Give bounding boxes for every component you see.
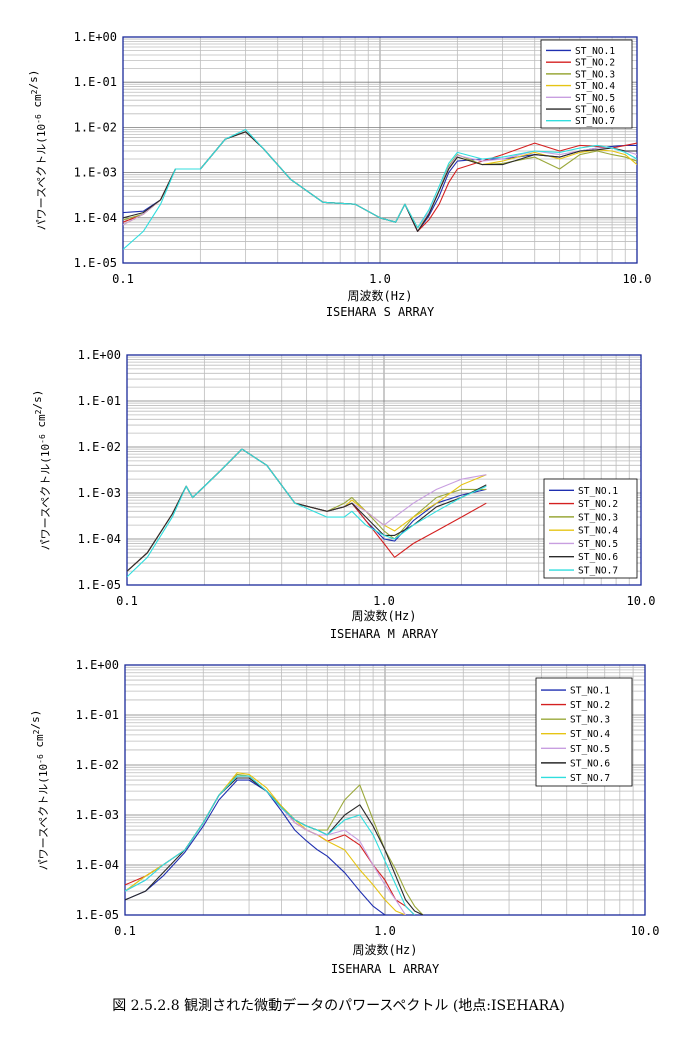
x-tick-label: 10.0 bbox=[631, 924, 660, 938]
y-axis-label: パワースペクトル(10-6 cm2/s) bbox=[31, 390, 52, 551]
y-tick-label: 1.E-03 bbox=[74, 166, 117, 180]
y-tick-label: 1.E-02 bbox=[76, 758, 119, 772]
series-group bbox=[123, 128, 637, 250]
x-tick-label: 10.0 bbox=[623, 272, 652, 286]
x-tick-label: 0.1 bbox=[116, 594, 138, 608]
legend-label: ST_NO.2 bbox=[575, 58, 615, 69]
y-tick-label: 1.E-04 bbox=[74, 211, 117, 225]
legend-label: ST_NO.7 bbox=[575, 116, 615, 127]
plot-frame bbox=[126, 354, 642, 586]
legend-label: ST_NO.7 bbox=[570, 773, 610, 784]
x-tick-label: 1.0 bbox=[374, 924, 396, 938]
chart-title: ISEHARA M ARRAY bbox=[330, 627, 439, 641]
plot-frame bbox=[122, 36, 638, 264]
chart-title: ISEHARA L ARRAY bbox=[331, 962, 440, 976]
chart-title: ISEHARA S ARRAY bbox=[326, 305, 435, 319]
legend-label: ST_NO.1 bbox=[578, 486, 618, 497]
legend-label: ST_NO.1 bbox=[575, 46, 615, 57]
x-axis-label: 周波数(Hz) bbox=[348, 288, 413, 303]
y-tick-label: 1.E-01 bbox=[74, 75, 117, 89]
y-tick-label: 1.E-04 bbox=[76, 858, 119, 872]
legend-label: ST_NO.2 bbox=[578, 499, 618, 510]
series-line-st-no-7 bbox=[127, 448, 487, 578]
x-tick-label: 1.0 bbox=[373, 594, 395, 608]
legend-box bbox=[535, 677, 633, 787]
series-group bbox=[125, 772, 424, 915]
legend-label: ST_NO.5 bbox=[578, 539, 618, 550]
legend-label: ST_NO.5 bbox=[575, 93, 615, 104]
legend-label: ST_NO.3 bbox=[575, 69, 615, 80]
legend-label: ST_NO.2 bbox=[570, 700, 610, 711]
series-line-st-no-5 bbox=[125, 775, 407, 915]
legend-box bbox=[540, 39, 633, 129]
series-line-st-no-1 bbox=[125, 779, 386, 915]
legend: ST_NO.1ST_NO.2ST_NO.3ST_NO.4ST_NO.5ST_NO… bbox=[540, 39, 633, 129]
x-tick-label: 1.0 bbox=[369, 272, 391, 286]
legend-label: ST_NO.6 bbox=[575, 105, 615, 116]
y-tick-label: 1.E-05 bbox=[78, 578, 121, 592]
legend-label: ST_NO.6 bbox=[570, 758, 610, 769]
legend-box bbox=[543, 478, 638, 579]
series-line-st-no-3 bbox=[125, 773, 424, 915]
y-axis-label: パワースペクトル(10-6 cm2/s) bbox=[27, 70, 48, 231]
series-line-st-no-7 bbox=[123, 128, 637, 250]
y-tick-label: 1.E-01 bbox=[78, 394, 121, 408]
legend-label: ST_NO.6 bbox=[578, 552, 618, 563]
y-axis-label: パワースペクトル(10-6 cm2/s) bbox=[29, 710, 50, 871]
legend-label: ST_NO.4 bbox=[570, 729, 610, 740]
y-tick-label: 1.E-02 bbox=[74, 120, 117, 134]
figure-caption: 図 2.5.2.8 観測された微動データのパワースペクトル (地点:ISEHAR… bbox=[112, 998, 565, 1014]
legend-label: ST_NO.7 bbox=[578, 566, 618, 577]
y-tick-label: 1.E+00 bbox=[74, 30, 117, 44]
y-tick-label: 1.E-04 bbox=[78, 532, 121, 546]
series-line-st-no-2 bbox=[125, 775, 415, 915]
legend-label: ST_NO.4 bbox=[575, 81, 615, 92]
series-line-st-no-7 bbox=[125, 775, 415, 915]
y-tick-label: 1.E-01 bbox=[76, 708, 119, 722]
y-tick-label: 1.E-02 bbox=[78, 440, 121, 454]
legend-label: ST_NO.5 bbox=[570, 744, 610, 755]
y-tick-label: 1.E-03 bbox=[76, 808, 119, 822]
legend-label: ST_NO.3 bbox=[578, 512, 618, 523]
legend-label: ST_NO.1 bbox=[570, 686, 610, 697]
y-tick-label: 1.E-05 bbox=[76, 908, 119, 922]
chart-panel-3: 1.E-05 1.E-04 1.E-03 1.E-02 1.E-01 1.E+00 0.1 1… bbox=[29, 658, 659, 976]
x-tick-label: 0.1 bbox=[112, 272, 134, 286]
x-tick-label: 10.0 bbox=[627, 594, 656, 608]
y-tick-label: 1.E+00 bbox=[78, 348, 121, 362]
legend-label: ST_NO.4 bbox=[578, 526, 618, 537]
x-tick-label: 0.1 bbox=[114, 924, 136, 938]
x-axis-label: 周波数(Hz) bbox=[352, 608, 417, 623]
legend: ST_NO.1 ST_NO.2 ST_NO.3 ST_NO.4 ST_NO.5 ST_NO… bbox=[543, 478, 638, 579]
y-tick-label: 1.E+00 bbox=[76, 658, 119, 672]
grid bbox=[127, 355, 641, 585]
legend-label: ST_NO.3 bbox=[570, 715, 610, 726]
chart-panel-2: 1.E-05 1.E-04 1.E-03 1.E-02 1.E-01 1.E+00 0.1 1… bbox=[31, 348, 655, 641]
y-tick-label: 1.E-03 bbox=[78, 486, 121, 500]
chart-panel-1: 1.E-05 1.E-04 1.E-03 1.E-02 1.E-01 1.E+00 0.1 1… bbox=[27, 30, 651, 319]
y-tick-label: 1.E-05 bbox=[74, 256, 117, 270]
legend: ST_NO.1 ST_NO.2 ST_NO.3 ST_NO.4 ST_NO.5 ST_NO… bbox=[535, 677, 633, 787]
series-group bbox=[127, 448, 487, 578]
x-axis-label: 周波数(Hz) bbox=[353, 942, 418, 957]
